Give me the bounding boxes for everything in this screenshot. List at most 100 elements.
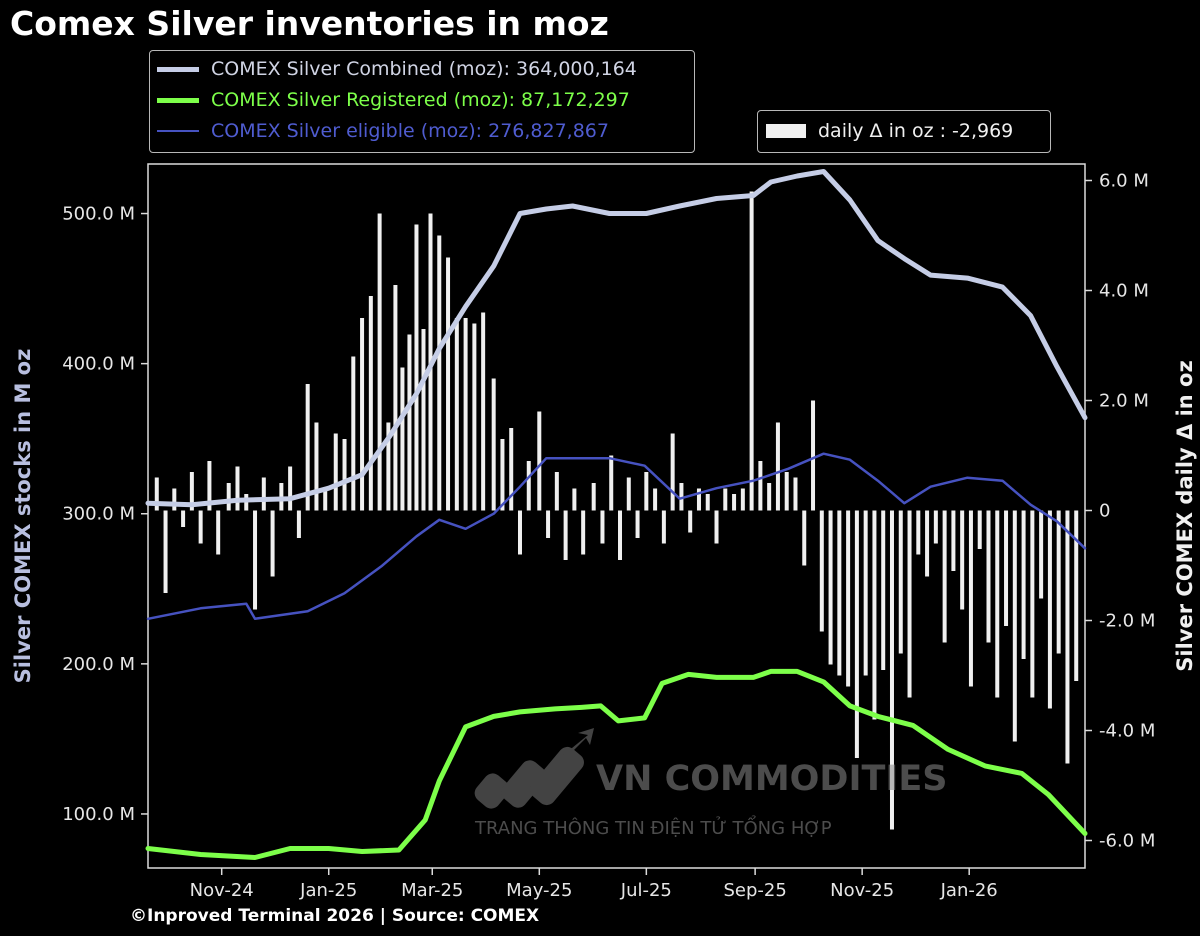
daily-delta-bar (995, 510, 1000, 698)
daily-delta-bar (635, 510, 640, 538)
daily-delta-bar (305, 384, 310, 511)
daily-delta-bar (889, 510, 894, 830)
daily-delta-bar (437, 235, 442, 511)
left-axis-tick-label: 100.0 M (62, 804, 135, 825)
daily-delta-bar (898, 510, 903, 654)
daily-delta-bar (626, 477, 631, 511)
legend-item-eligible: COMEX Silver eligible (moz): 276,827,867 (157, 116, 609, 146)
daily-delta-bar (933, 510, 938, 544)
daily-delta-bar (793, 477, 798, 511)
right-axis-title: Silver COMEX daily Δ in oz (1173, 360, 1197, 671)
right-axis-tick-label: -4.0 M (1099, 721, 1155, 742)
right-axis-tick-label: 4.0 M (1099, 281, 1149, 302)
daily-delta-bar (446, 257, 451, 511)
x-axis-tick-label: Jan-26 (940, 880, 998, 901)
legend-label-daily: daily Δ in oz : -2,969 (818, 120, 1014, 142)
daily-delta-bar (644, 472, 649, 511)
daily-delta-bar (661, 510, 666, 544)
daily-delta-bar (517, 510, 522, 555)
series-lines (145, 169, 1088, 860)
daily-delta-bar (653, 488, 658, 511)
daily-delta-bar (1030, 510, 1035, 698)
series-line-comex-silver-registered-moz (145, 668, 1088, 860)
legend-swatch-daily (766, 124, 806, 138)
daily-delta-bar (400, 367, 405, 511)
watermark-brand: VN COMMODITIES (596, 759, 948, 799)
daily-delta-bar (828, 510, 833, 665)
source-footer: ©Inproved Terminal 2026 | Source: COMEX (130, 906, 540, 926)
daily-delta-bar (854, 510, 859, 758)
right-axis-tick-label: 2.0 M (1099, 391, 1149, 412)
plot-frame (147, 163, 1086, 869)
chart-title: Comex Silver inventories in moz (10, 4, 609, 43)
daily-delta-bar (509, 428, 514, 511)
right-axis-tick-label: -6.0 M (1099, 831, 1155, 852)
daily-delta-bar (732, 494, 737, 511)
daily-delta-bar (333, 433, 338, 511)
watermark: VN COMMODITIES TRANG THÔNG TIN ĐIỆN TỬ T… (474, 728, 948, 839)
daily-delta-bar (421, 329, 426, 511)
daily-delta-bar (977, 510, 982, 549)
daily-delta-bar (463, 318, 468, 511)
daily-delta-bar (863, 510, 868, 676)
daily-delta-bar (181, 510, 186, 527)
series-line-comex-silver-combined-moz (145, 169, 1088, 508)
daily-delta-bar (609, 455, 614, 511)
daily-delta-bar (163, 510, 168, 593)
watermark-bar-1 (474, 773, 510, 809)
daily-delta-bar (705, 494, 710, 511)
right-axis-tick-label: 0 (1099, 501, 1110, 522)
daily-delta-bar (216, 510, 221, 555)
daily-delta-bar (907, 510, 912, 698)
daily-delta-bar (393, 285, 398, 511)
daily-delta-bar (261, 477, 266, 511)
legend-label-registered: COMEX Silver Registered (moz): 87,172,29… (211, 89, 630, 111)
legend-item-registered: COMEX Silver Registered (moz): 87,172,29… (157, 85, 630, 115)
daily-delta-bar (581, 510, 586, 555)
daily-delta-bar (986, 510, 991, 643)
daily-delta-bar (481, 312, 486, 511)
left-axis-tick-label: 300.0 M (62, 504, 135, 525)
daily-delta-bar (351, 356, 356, 511)
legend-daily (757, 110, 1051, 153)
daily-delta-bar (758, 461, 763, 511)
daily-delta-bar (670, 433, 675, 511)
daily-delta-bar (546, 510, 551, 538)
x-axis-tick-label: Nov-25 (830, 880, 894, 901)
watermark-bar-3 (530, 746, 584, 806)
x-axis-tick-label: Nov-24 (190, 880, 254, 901)
daily-delta-bar (819, 510, 824, 632)
legend-swatch-registered (157, 97, 199, 103)
x-axis-tick-label: Sep-25 (723, 880, 786, 901)
daily-delta-bar (314, 422, 319, 511)
daily-delta-bar (386, 422, 391, 511)
daily-delta-bar (1065, 510, 1070, 764)
legend-main (149, 50, 695, 153)
daily-delta-bar (916, 510, 921, 555)
daily-delta-bar (226, 483, 231, 511)
daily-delta-bar (368, 296, 373, 511)
legend-label-combined: COMEX Silver Combined (moz): 364,000,164 (211, 58, 637, 80)
legend-label-eligible: COMEX Silver eligible (moz): 276,827,867 (211, 120, 609, 142)
daily-delta-bar (454, 318, 459, 511)
daily-delta-bar (491, 378, 496, 511)
daily-delta-bar (872, 510, 877, 720)
daily-delta-bar (960, 510, 965, 610)
daily-delta-bar (270, 510, 275, 577)
daily-delta-bar (198, 510, 203, 544)
daily-delta-bar (1039, 510, 1044, 599)
daily-delta-bar (563, 510, 568, 560)
daily-delta-bar (1047, 510, 1052, 709)
daily-delta-bar (1074, 510, 1079, 681)
daily-delta-bar (360, 318, 365, 511)
daily-delta-bars (154, 191, 1079, 830)
daily-delta-bar (554, 472, 559, 511)
daily-delta-bar (288, 466, 293, 511)
daily-delta-bar (925, 510, 930, 577)
daily-delta-bar (942, 510, 947, 643)
daily-delta-bar (846, 510, 851, 687)
daily-delta-bar (296, 510, 301, 538)
daily-delta-bar (323, 488, 328, 511)
watermark-arrow-icon (545, 728, 594, 776)
